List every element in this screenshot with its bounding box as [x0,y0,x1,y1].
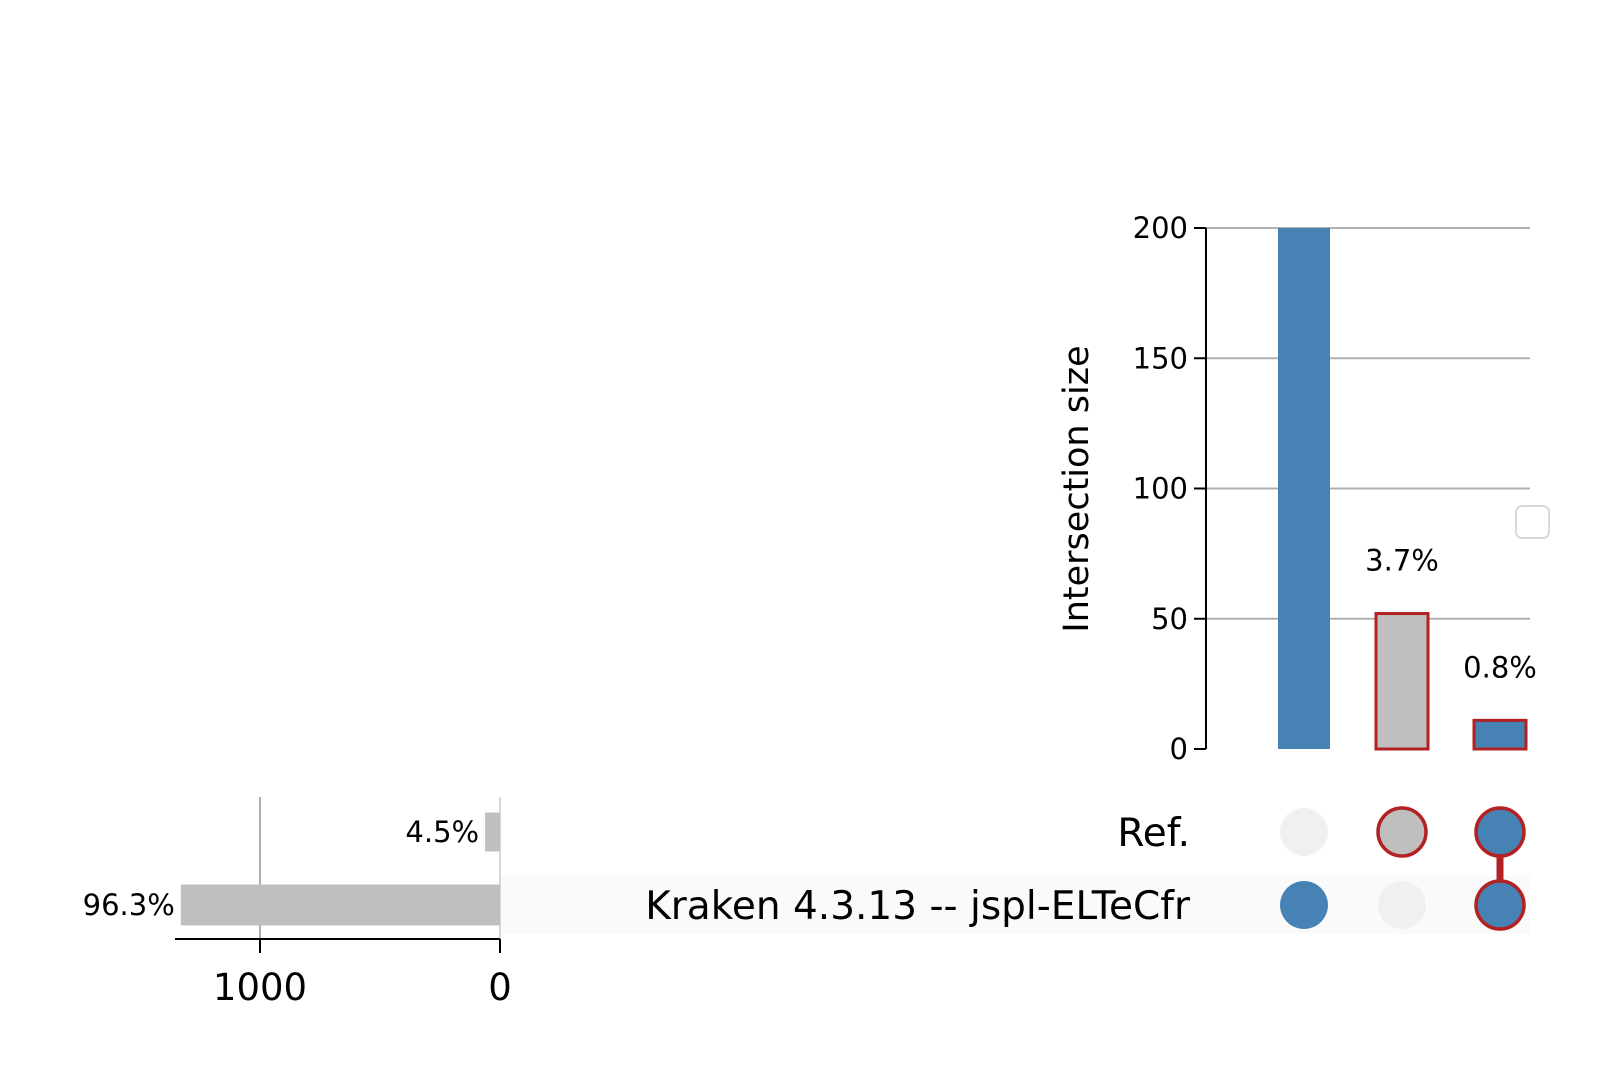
membership-dot-inactive [1378,881,1426,929]
x-tick-label: 1000 [213,966,307,1009]
set-size-bar [180,884,501,926]
intersection-bar [1278,228,1330,749]
intersection-bar [1472,718,1528,751]
membership-dot-active [1474,879,1526,931]
set-name: Kraken 4.3.13 -- jspl-ELTeCfr [645,884,1191,929]
set-size-x-ticks: 1000 0 [213,939,512,1009]
membership-matrix [1280,806,1526,931]
set-size-bars [180,812,501,926]
intersection-bar [1374,612,1430,751]
set-size-label: 4.5% [405,815,479,849]
intersection-y-ticks: 0 50 100 150 200 [1133,211,1206,766]
membership-dot-active [1280,881,1328,929]
set-size-bar [485,812,500,852]
row-stripe [500,876,1530,934]
intersection-bars [1278,228,1528,751]
y-tick-label: 100 [1133,472,1188,506]
intersection-grid [1206,227,1530,620]
y-tick-label: 0 [1170,732,1188,766]
intersection-y-axis-label: Intersection size [1057,345,1097,632]
membership-dot-active [1376,806,1428,858]
membership-dot-active [1474,806,1526,858]
legend-box [1515,505,1550,539]
set-size-labels: 4.5% 96.3% [83,815,479,922]
y-tick-label: 50 [1151,602,1188,636]
intersection-bar-labels: 3.7% 0.8% [1365,544,1537,685]
y-tick-label: 150 [1133,341,1188,375]
membership-dot-inactive [1280,808,1328,856]
set-names: Ref. Kraken 4.3.13 -- jspl-ELTeCfr [645,811,1191,929]
set-size-label: 96.3% [83,888,175,922]
set-name: Ref. [1117,811,1190,856]
intersection-bar-label: 3.7% [1365,544,1439,578]
y-tick-label: 200 [1133,211,1188,245]
intersection-bar-label: 0.8% [1463,650,1537,684]
x-tick-label: 0 [488,966,512,1009]
